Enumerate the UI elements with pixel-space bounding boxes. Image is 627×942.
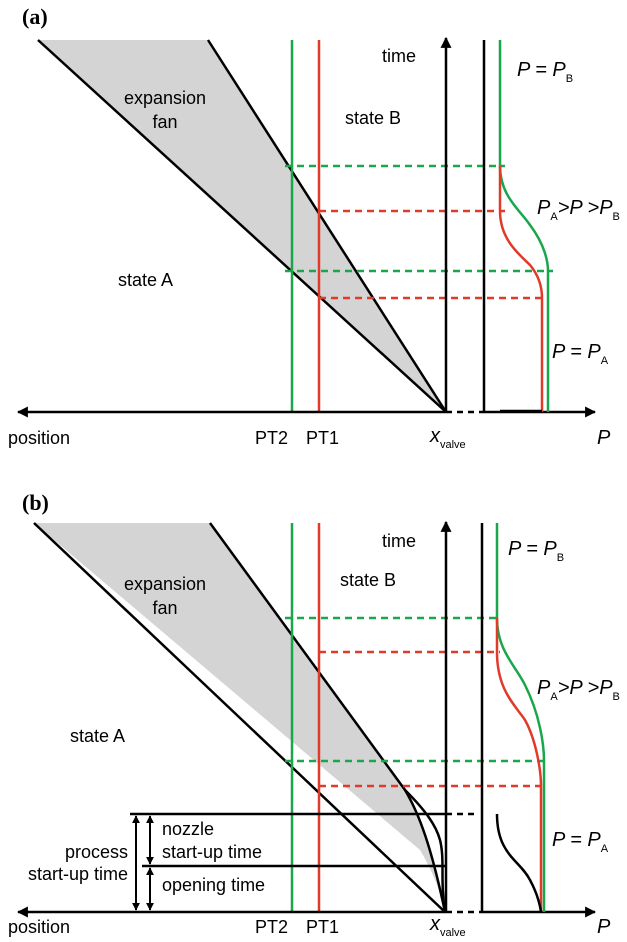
process-label-1: process — [65, 842, 128, 862]
pt2-label-a: PT2 — [255, 428, 288, 448]
p-axis-label-b: P — [597, 916, 611, 937]
state-b-label-a: state B — [345, 108, 401, 128]
p-eq-pa-b: P = PA — [552, 829, 609, 855]
state-a-label-a: state A — [118, 270, 173, 290]
p-axis-label-a: P — [597, 427, 611, 449]
pt1-label-a: PT1 — [306, 428, 339, 448]
x-valve-label-a: xvalve — [429, 425, 466, 451]
fan-tail-b2 — [404, 789, 447, 913]
fan-label-2-a: fan — [152, 112, 177, 132]
time-label-a: time — [382, 46, 416, 66]
fan-head-b — [33, 522, 446, 913]
x-valve-label-b: xvalve — [429, 913, 466, 937]
nozzle-label-1: nozzle — [162, 819, 214, 839]
valve-trace-b — [495, 813, 543, 913]
fan-label-2-b: fan — [152, 598, 177, 618]
state-a-label-b: state A — [70, 726, 125, 746]
p-eq-pb-b: P = PB — [508, 538, 564, 564]
expansion-fan-b — [34, 523, 445, 912]
state-b-label-b: state B — [340, 570, 396, 590]
fan-head-a — [37, 39, 447, 413]
fan-label-1-a: expansion — [124, 88, 206, 108]
fan-tail-a — [206, 39, 448, 413]
p-mid-a: PA>P >PB — [537, 197, 620, 223]
pt1-label-b: PT1 — [306, 917, 339, 937]
fan-label-1-b: expansion — [124, 574, 206, 594]
nozzle-label-2: start-up time — [162, 842, 262, 862]
panel-b-label: (b) — [22, 490, 49, 515]
pt1-trace-a — [498, 166, 544, 412]
pt2-label-b: PT2 — [255, 917, 288, 937]
panel-b: (b) expansion fan st — [8, 490, 620, 939]
opening-label: opening time — [162, 875, 265, 895]
process-label-2: start-up time — [28, 864, 128, 884]
pt2-trace-b — [495, 523, 546, 912]
p-eq-pb-a: P = PB — [517, 59, 573, 85]
p-mid-b: PA>P >PB — [537, 677, 620, 703]
position-label-b: position — [8, 917, 70, 937]
pt1-trace-b — [495, 618, 543, 912]
pt2-trace-a — [498, 40, 550, 412]
p-eq-pa-a: P = PA — [552, 341, 609, 367]
position-label-a: position — [8, 428, 70, 448]
panel-a: (a) expansion fan state B state A time p… — [8, 4, 620, 451]
time-label-b: time — [382, 531, 416, 551]
panel-a-label: (a) — [22, 4, 48, 29]
